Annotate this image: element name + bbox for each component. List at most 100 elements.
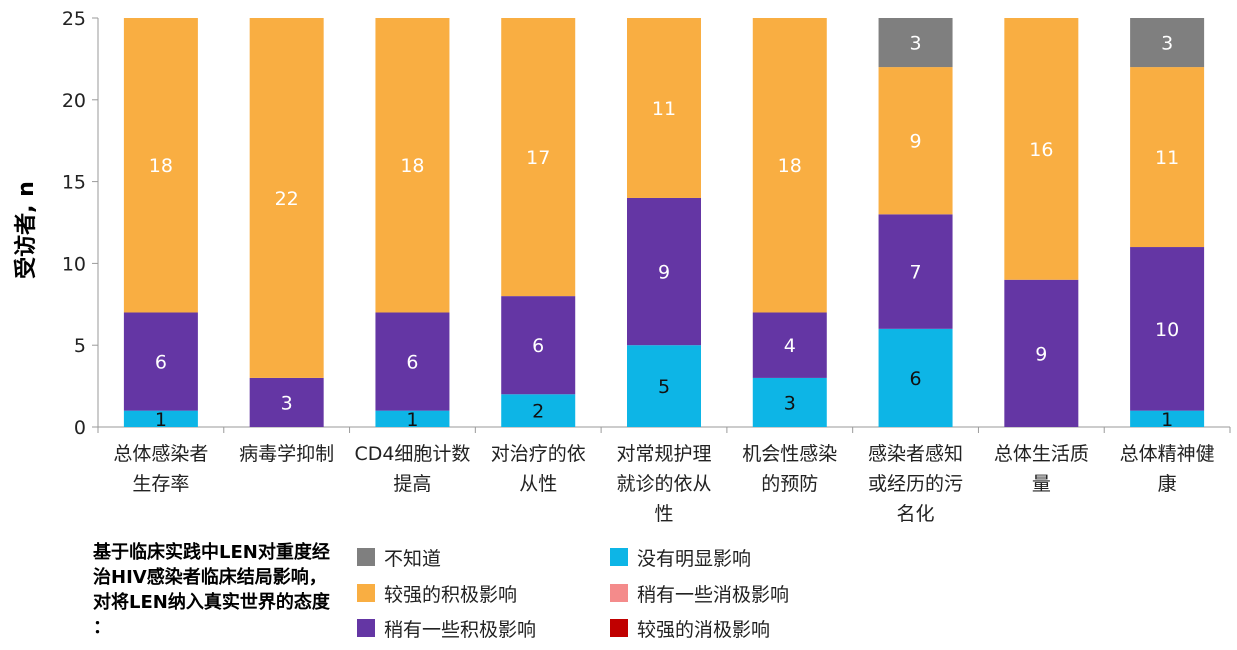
legend-swatch (610, 548, 628, 566)
legend-swatch (357, 619, 375, 637)
category-label: 就诊的依从 (616, 473, 711, 495)
bar-segment (1004, 18, 1079, 280)
bar-segment (375, 18, 450, 313)
category-label: 名化 (897, 503, 935, 525)
category-label: 从性 (519, 473, 557, 495)
data-label: 9 (658, 262, 670, 284)
category-label: 对治疗的依 (491, 443, 586, 465)
y-axis-label: 受访者, n (13, 181, 39, 279)
category-label: CD4细胞计数 (354, 443, 470, 465)
bar-segment (878, 328, 953, 427)
legend-item: 较强的消极影响 (610, 616, 771, 641)
data-label: 18 (778, 155, 802, 177)
data-label: 2 (532, 401, 544, 423)
bar-segment (501, 296, 576, 395)
category-label: 机会性感染 (742, 443, 837, 465)
data-label: 10 (1155, 319, 1179, 341)
data-label: 18 (400, 155, 424, 177)
data-label: 16 (1029, 139, 1053, 161)
bar-segment (752, 312, 827, 378)
data-label: 6 (155, 352, 167, 374)
y-tick-label: 10 (62, 253, 86, 275)
bar-segment (123, 312, 198, 411)
category-label: 总体感染者 (113, 443, 208, 465)
data-label: 3 (1161, 33, 1173, 55)
data-label: 6 (406, 352, 418, 374)
data-label: 6 (532, 335, 544, 357)
category-label: 提高 (393, 473, 431, 495)
legend-swatch (357, 584, 375, 602)
category-label: 病毒学抑制 (239, 443, 334, 465)
data-label: 1 (406, 409, 418, 431)
y-tick-label: 5 (74, 335, 86, 357)
data-label: 11 (652, 98, 676, 120)
category-label: 的预防 (761, 473, 818, 495)
category-label: 性 (654, 503, 673, 525)
bar-segment (752, 18, 827, 313)
bar-segment (501, 394, 576, 427)
bar-segment (878, 214, 953, 329)
bar-segment (1130, 67, 1205, 248)
category-label: 康 (1158, 473, 1177, 495)
data-label: 6 (910, 368, 922, 390)
data-label: 18 (149, 155, 173, 177)
legend-swatch (610, 619, 628, 637)
category-label: 总体精神健 (1120, 443, 1215, 465)
data-label: 22 (275, 188, 299, 210)
legend-item: 稍有一些消极影响 (610, 581, 790, 606)
data-label: 5 (658, 376, 670, 398)
category-label: 总体生活质 (994, 443, 1089, 465)
legend-item: 没有明显影响 (610, 545, 752, 570)
data-label: 4 (784, 335, 796, 357)
legend-swatch (357, 548, 375, 566)
data-label: 9 (910, 131, 922, 153)
category-label: 感染者感知 (868, 443, 963, 465)
legend-label: 稍有一些消极影响 (637, 583, 790, 606)
category-label: 生存率 (132, 473, 189, 495)
bar-segment (878, 67, 953, 215)
bar-segment (1130, 410, 1205, 427)
legend-title: 基于临床实践中LEN对重度经治HIV感染者临床结局影响，对将LEN纳入真实世界的… (93, 542, 330, 638)
bar-segment (123, 18, 198, 313)
legend-label: 不知道 (384, 547, 442, 570)
category-label: 量 (1032, 473, 1051, 495)
legend-swatch (610, 584, 628, 602)
bar-segment (375, 312, 450, 411)
bar-segment (249, 18, 324, 378)
category-label: 或经历的污 (868, 473, 963, 495)
bar-segment (1004, 279, 1079, 427)
data-label: 1 (1161, 409, 1173, 431)
bar-segment (878, 18, 953, 68)
y-tick-label: 20 (62, 90, 86, 112)
bar-segment (627, 18, 701, 198)
bar-segment (249, 377, 324, 427)
legend-label: 稍有一些积极影响 (384, 618, 537, 641)
data-label: 3 (910, 33, 922, 55)
legend-item: 较强的积极影响 (357, 581, 518, 606)
y-tick-label: 15 (62, 172, 86, 194)
data-label: 17 (526, 147, 550, 169)
data-label: 1 (155, 409, 167, 431)
category-label: 对常规护理 (616, 443, 711, 465)
data-label: 3 (784, 392, 796, 414)
bar-segment (752, 377, 827, 427)
data-label: 9 (1035, 343, 1047, 365)
data-label: 3 (281, 392, 293, 414)
data-label: 7 (910, 262, 922, 284)
legend-item: 稍有一些积极影响 (357, 616, 537, 641)
y-tick-label: 0 (74, 417, 86, 439)
bar-segment (627, 197, 701, 346)
legend-label: 较强的积极影响 (384, 583, 518, 606)
bar-segment (501, 18, 576, 297)
legend-label: 较强的消极影响 (637, 618, 771, 641)
bar-segment (375, 410, 450, 427)
bar-segment (1130, 247, 1205, 411)
y-tick-label: 25 (62, 8, 86, 30)
legend-label: 没有明显影响 (637, 547, 752, 570)
bar-segment (1130, 18, 1205, 68)
data-label: 11 (1155, 147, 1179, 169)
bar-segment (627, 345, 701, 427)
